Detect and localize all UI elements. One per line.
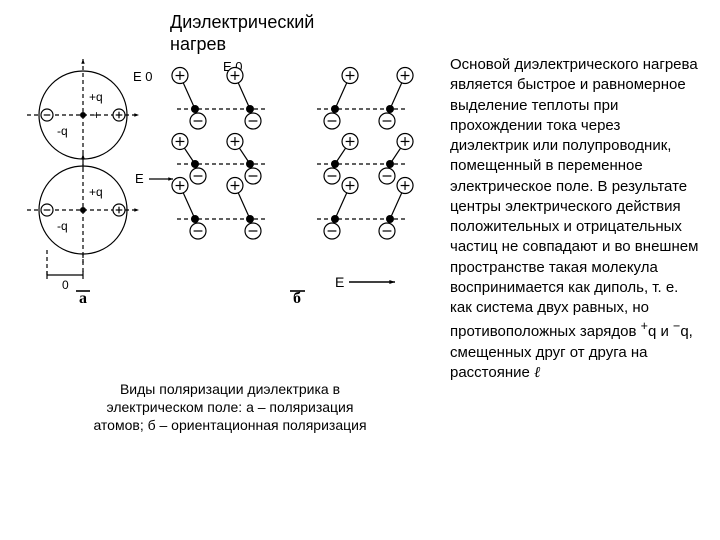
svg-text:+q: +q xyxy=(89,185,103,199)
svg-text:б: б xyxy=(293,290,301,307)
svg-text:a: a xyxy=(79,290,87,307)
svg-text:0: 0 xyxy=(62,278,69,292)
svg-text:-q: -q xyxy=(57,219,68,233)
svg-text:+: + xyxy=(93,108,100,122)
svg-text:E: E xyxy=(335,274,344,290)
body-text: Основой диэлектрического нагрева являетс… xyxy=(450,55,700,383)
polarization-diagram: ++q-qE 0+q-qE0aE 0Eб xyxy=(25,55,425,315)
svg-text:E: E xyxy=(135,171,144,186)
svg-text:-q: -q xyxy=(57,124,68,138)
svg-text:E 0: E 0 xyxy=(133,69,153,84)
figure-caption: Виды поляризации диэлектрика в электриче… xyxy=(80,380,380,435)
page-title: Диэлектрический нагрев xyxy=(170,12,370,55)
svg-text:+q: +q xyxy=(89,90,103,104)
